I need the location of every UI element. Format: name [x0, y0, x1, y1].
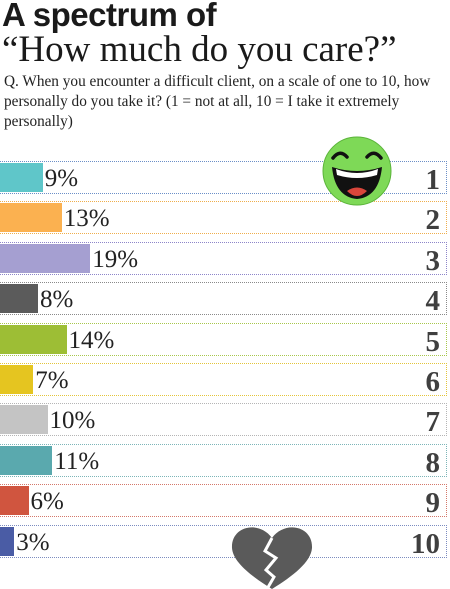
bar-5 — [0, 324, 67, 354]
bar-value-label-9: 6% — [30, 488, 64, 516]
bar-row-9: 6% 9 — [0, 484, 447, 520]
bar-3 — [0, 243, 91, 273]
bar-value-label-2: 13% — [63, 205, 110, 233]
bar-9 — [0, 486, 29, 516]
scale-number-5: 5 — [425, 325, 441, 358]
scale-number-3: 3 — [425, 244, 441, 277]
bar-7 — [0, 405, 48, 435]
bar-row-1: 9% 1 — [0, 161, 447, 196]
bar-row-7: 10% 7 — [0, 403, 447, 439]
bar-value-label-4: 8% — [40, 286, 74, 314]
chart-subtitle: “How much do you care?” — [2, 29, 397, 70]
scale-number-1: 1 — [425, 164, 441, 196]
chart-title: A spectrum of — [2, 0, 217, 33]
bar-2 — [0, 203, 62, 233]
bar-value-label-10: 3% — [16, 528, 50, 556]
bar-row-10: 3% 10 — [0, 524, 447, 560]
bar-1 — [0, 163, 43, 192]
bar-value-label-8: 11% — [54, 447, 100, 475]
bar-value-label-7: 10% — [49, 407, 96, 435]
bar-row-8: 11% 8 — [0, 443, 447, 479]
survey-question: Q. When you encounter a difficult client… — [4, 73, 431, 130]
broken-heart-icon — [231, 527, 313, 589]
scale-number-9: 9 — [425, 487, 441, 520]
bar-value-label-3: 19% — [92, 245, 139, 273]
bar-6 — [0, 365, 34, 394]
laughing-smiley-icon — [322, 136, 392, 206]
bar-8 — [0, 445, 53, 475]
bar-4 — [0, 284, 38, 314]
bar-value-label-5: 14% — [68, 326, 115, 354]
scale-number-6: 6 — [425, 366, 441, 398]
scale-number-2: 2 — [425, 204, 441, 237]
bar-10 — [0, 526, 15, 556]
scale-number-4: 4 — [425, 285, 441, 318]
bar-value-label-6: 7% — [35, 367, 69, 394]
bar-row-2: 13% 2 — [0, 201, 447, 237]
bar-row-3: 19% 3 — [0, 241, 447, 277]
bar-value-label-1: 9% — [44, 165, 79, 192]
scale-number-10: 10 — [411, 527, 440, 560]
scale-number-8: 8 — [425, 446, 441, 479]
scale-number-7: 7 — [425, 406, 441, 439]
bar-row-4: 8% 4 — [0, 282, 447, 318]
bar-row-6: 7% 6 — [0, 363, 447, 398]
bar-row-5: 14% 5 — [0, 322, 447, 358]
